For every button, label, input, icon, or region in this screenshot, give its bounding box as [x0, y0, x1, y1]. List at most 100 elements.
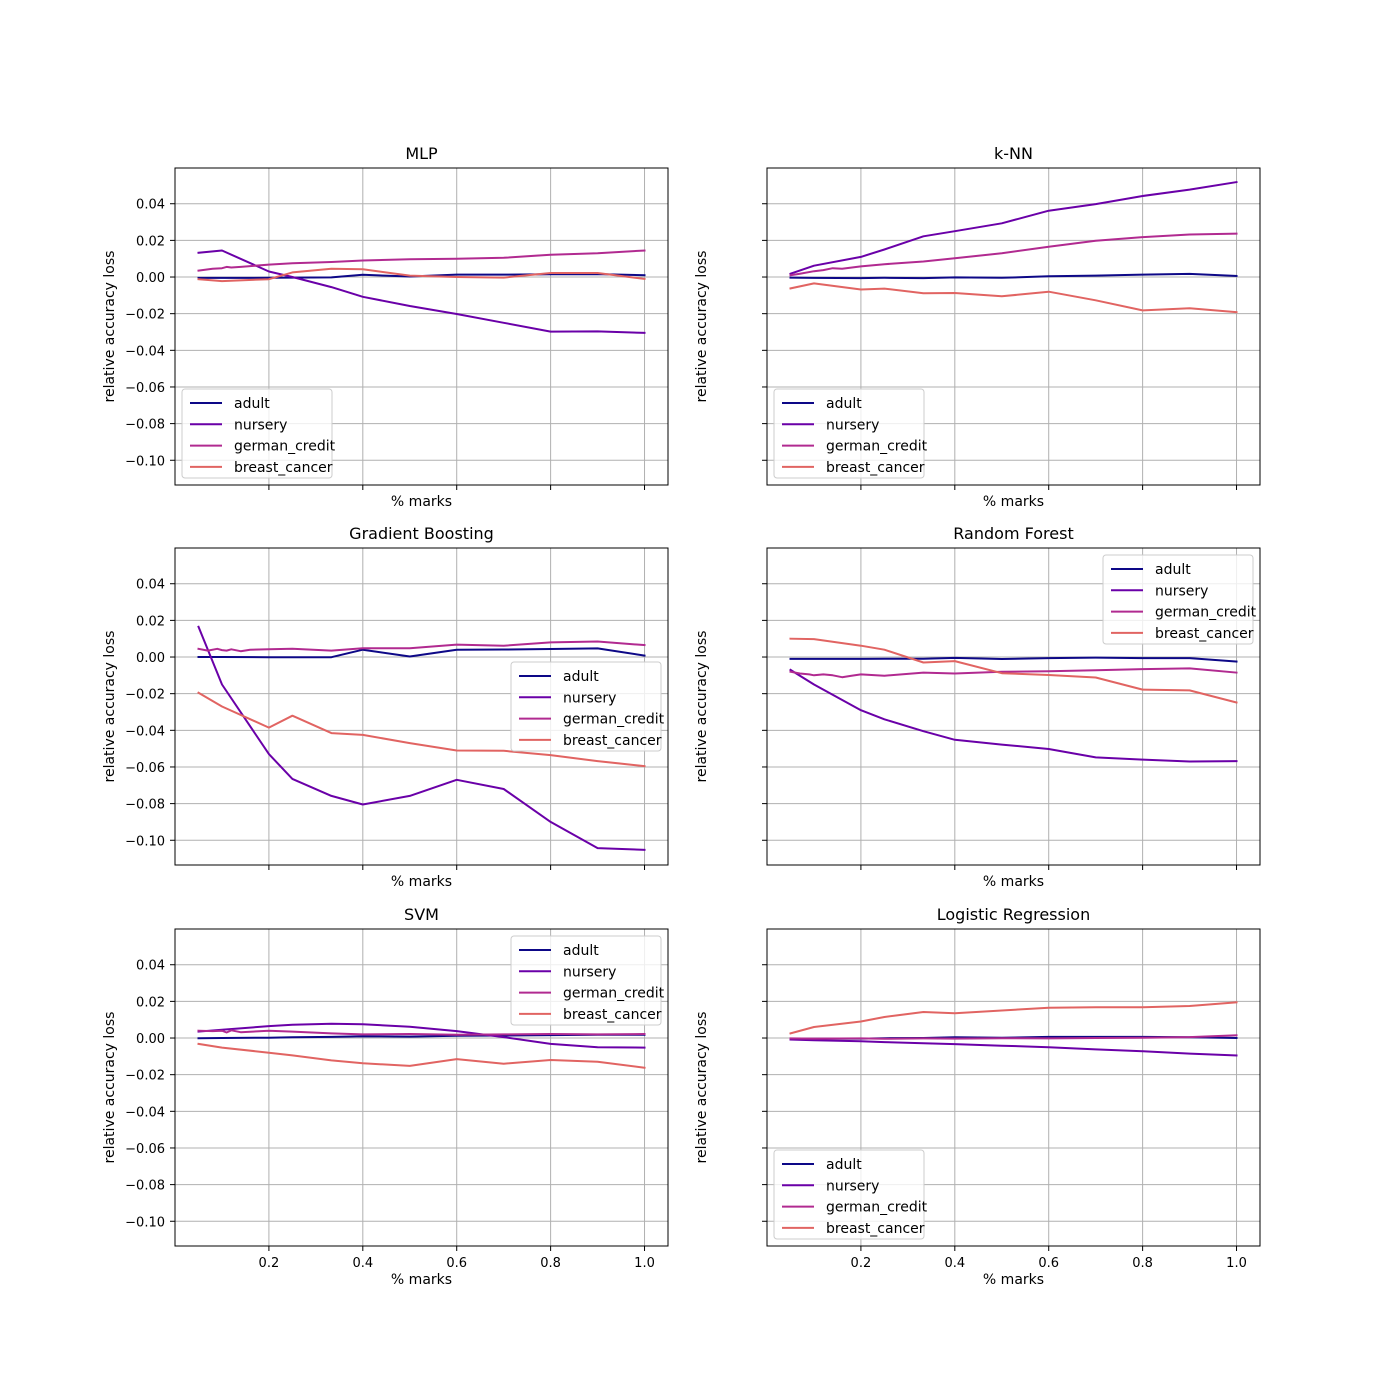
- axes-frame: [766, 167, 1261, 486]
- y-tick-label: −0.08: [125, 1179, 165, 1194]
- legend: adult nursery german_credit breast_cancer: [773, 1149, 928, 1240]
- x-tick-label: 0.6: [446, 1256, 467, 1271]
- axes-frame: [174, 167, 669, 486]
- series-line-adult: [197, 647, 646, 659]
- legend: adult nursery german_credit breast_cancer: [1102, 554, 1257, 645]
- x-tick-label: 1.0: [634, 1256, 655, 1271]
- subplot-title: k-NN: [994, 144, 1033, 163]
- legend-label: adult: [1155, 562, 1191, 578]
- y-tick-label: −0.04: [125, 1105, 165, 1120]
- series-line-breast-cancer: [789, 637, 1238, 704]
- legend-label: breast_cancer: [826, 460, 925, 476]
- y-tick-label: −0.06: [125, 381, 165, 396]
- y-tick-label: −0.02: [125, 308, 165, 323]
- y-tick-label: 0.00: [136, 271, 165, 286]
- x-tick-label: 0.2: [259, 1256, 280, 1271]
- x-axis-label: % marks: [391, 874, 452, 890]
- y-axis-label: relative accuracy loss: [694, 251, 710, 403]
- x-tick-label: 0.6: [1038, 1256, 1059, 1271]
- subplot-title: SVM: [404, 905, 439, 924]
- axes-frame: [766, 547, 1261, 866]
- y-tick-label: 0.02: [136, 995, 165, 1010]
- legend-label: adult: [234, 396, 270, 412]
- y-tick-label: −0.02: [125, 688, 165, 703]
- legend-label: breast_cancer: [563, 1007, 662, 1023]
- legend-label: adult: [826, 396, 862, 412]
- series-line-german-credit: [197, 249, 646, 272]
- legend-label: german_credit: [826, 1200, 928, 1216]
- legend-label: german_credit: [1155, 605, 1257, 621]
- legend-label: nursery: [826, 417, 879, 433]
- y-tick-label: 0.00: [136, 1032, 165, 1047]
- legend-frame: [1102, 554, 1254, 645]
- series-line-german-credit: [789, 232, 1238, 277]
- x-tick-label: 1.0: [1226, 1256, 1247, 1271]
- y-tick-label: 0.02: [136, 614, 165, 629]
- x-axis-label: % marks: [983, 874, 1044, 890]
- legend: adult nursery german_credit breast_cancer: [510, 935, 665, 1026]
- legend-label: adult: [563, 943, 599, 959]
- legend-label: nursery: [234, 417, 287, 433]
- series-line-nursery: [789, 668, 1238, 763]
- y-tick-label: 0.00: [136, 651, 165, 666]
- legend-label: nursery: [1155, 583, 1208, 599]
- series-line-nursery: [197, 625, 646, 851]
- legend: adult nursery german_credit breast_cancer: [510, 661, 665, 752]
- subplot-title: Random Forest: [953, 524, 1073, 543]
- series-line-breast-cancer: [789, 1001, 1238, 1035]
- y-tick-label: 0.04: [136, 198, 165, 213]
- y-tick-label: 0.04: [136, 578, 165, 593]
- axes-frame: [174, 928, 669, 1247]
- legend-label: adult: [563, 669, 599, 685]
- x-tick-label: 0.4: [944, 1256, 965, 1271]
- x-axis-label: % marks: [983, 494, 1044, 510]
- x-tick-label: 0.2: [851, 1256, 872, 1271]
- subplot-random-forest: Random Forest % marks relative accuracy lo…: [694, 524, 1261, 890]
- subplot-k-nn: k-NN % marks relative accuracy loss adult nu…: [694, 144, 1261, 510]
- axes-frame: [174, 547, 669, 866]
- legend-label: german_credit: [234, 439, 336, 455]
- y-tick-label: 0.04: [136, 959, 165, 974]
- legend-frame: [181, 388, 333, 479]
- legend-label: breast_cancer: [826, 1221, 925, 1237]
- series-line-breast-cancer: [197, 691, 646, 768]
- legend-label: breast_cancer: [1155, 626, 1254, 642]
- legend-frame: [773, 1149, 925, 1240]
- legend: adult nursery german_credit breast_cancer: [181, 388, 336, 479]
- y-tick-label: −0.04: [125, 724, 165, 739]
- series-line-adult: [789, 656, 1238, 663]
- y-tick-label: −0.02: [125, 1069, 165, 1084]
- series-line-breast-cancer: [197, 1042, 646, 1069]
- series-line-nursery: [197, 1022, 646, 1049]
- legend-label: nursery: [826, 1178, 879, 1194]
- subplot-title: MLP: [405, 144, 438, 163]
- series-line-breast-cancer: [789, 282, 1238, 314]
- legend-frame: [510, 935, 662, 1026]
- series-line-german-credit: [197, 1029, 646, 1036]
- series-line-german-credit: [789, 667, 1238, 679]
- series-line-german-credit: [789, 1034, 1238, 1040]
- x-tick-label: 0.8: [540, 1256, 561, 1271]
- series-line-nursery: [789, 1038, 1238, 1057]
- y-axis-label: relative accuracy loss: [102, 1012, 118, 1164]
- y-tick-label: −0.10: [125, 1215, 165, 1230]
- subplot-logistic-regression: 0.2 0.4 0.6 0.8 1.0 Logistic Regression % mark…: [694, 905, 1261, 1288]
- subplot-gradient-boosting: −0.10 −0.08 −0.06 −0.04 −0.02 0.00 0.02 0.04 Gra…: [102, 524, 669, 890]
- series-line-german-credit: [197, 640, 646, 653]
- series-line-adult: [197, 273, 646, 279]
- legend-frame: [510, 661, 662, 752]
- legend-frame: [773, 388, 925, 479]
- legend-label: nursery: [563, 964, 616, 980]
- legend-label: breast_cancer: [234, 460, 333, 476]
- legend-label: german_credit: [826, 439, 928, 455]
- series-line-adult: [789, 272, 1238, 280]
- y-axis-label: relative accuracy loss: [694, 631, 710, 783]
- x-axis-label: % marks: [983, 1272, 1044, 1288]
- y-tick-label: −0.06: [125, 761, 165, 776]
- legend-label: german_credit: [563, 986, 665, 1002]
- legend-label: nursery: [563, 690, 616, 706]
- y-axis-label: relative accuracy loss: [694, 1012, 710, 1164]
- y-axis-label: relative accuracy loss: [102, 251, 118, 403]
- legend-label: breast_cancer: [563, 733, 662, 749]
- subplot-svm: 0.2 0.4 0.6 0.8 1.0 −0.10 −0.08 −0.06 −0.04 −0.02…: [102, 905, 669, 1288]
